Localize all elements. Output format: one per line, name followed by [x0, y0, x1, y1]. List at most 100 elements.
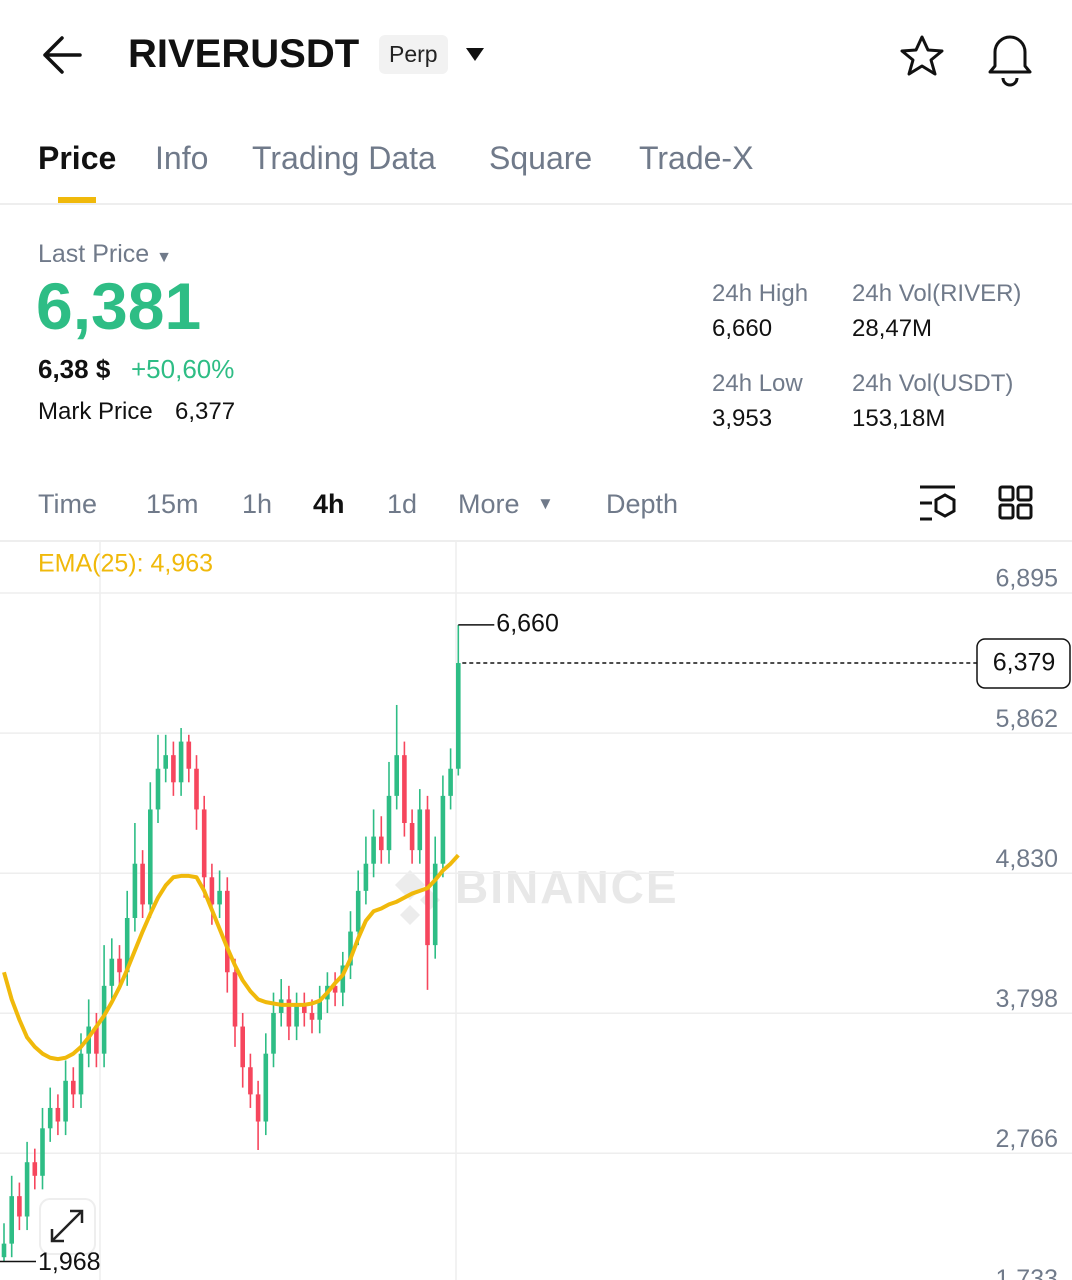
candle-body: [240, 1026, 245, 1068]
candle-body: [448, 768, 453, 796]
indicator-button[interactable]: [920, 485, 955, 521]
alert-button[interactable]: [988, 35, 1032, 87]
candle-body: [402, 755, 407, 824]
badge: Perp: [379, 35, 448, 74]
max-label: 6,660: [496, 610, 559, 638]
candle-body: [432, 863, 438, 946]
y-tick-label: 4,830: [995, 845, 1058, 873]
candle-body: [440, 795, 446, 864]
interval[interactable]: More: [458, 489, 520, 519]
layout-icon: [1016, 503, 1033, 520]
tab[interactable]: Trade-X: [639, 140, 754, 176]
tab[interactable]: Info: [155, 140, 209, 176]
caret: ▼: [537, 494, 554, 513]
candle-body: [232, 972, 238, 1027]
candle-body: [194, 768, 199, 810]
candle-body: [371, 836, 376, 864]
candle-body: [101, 985, 107, 1054]
candle-body: [24, 1162, 30, 1217]
candle-body: [1, 1243, 7, 1258]
interval[interactable]: 4h: [313, 489, 345, 519]
symbol: RIVERUSDT: [128, 32, 360, 76]
candle-body: [355, 890, 361, 932]
candle-body: [425, 809, 430, 946]
layout-icon: [998, 503, 1015, 520]
usd-price: 6,38 $: [38, 354, 111, 384]
stat-value: 3,953: [712, 405, 773, 432]
layout-button[interactable]: [998, 485, 1015, 502]
watermark: BINANCE: [395, 861, 679, 925]
candle-body: [155, 768, 161, 810]
candle-body: [225, 890, 230, 973]
stat-label: 24h High: [712, 280, 809, 307]
candle-body: [32, 1162, 38, 1176]
candle-body: [379, 836, 384, 851]
tab[interactable]: Trading Data: [252, 140, 436, 176]
candle-body: [186, 741, 192, 769]
interval[interactable]: Time: [38, 489, 97, 519]
ema-line: [2, 853, 460, 1062]
mark-price-label: Mark Price: [38, 398, 153, 425]
tab[interactable]: Price: [38, 140, 117, 176]
watermark-logo: [395, 870, 440, 925]
candle-body: [294, 1006, 299, 1027]
stat-label: 24h Low: [712, 370, 803, 397]
candle-body: [171, 755, 176, 783]
candle-body: [340, 965, 346, 993]
candle-body: [348, 931, 353, 966]
indicator-icon: [934, 493, 956, 518]
favorite-button[interactable]: [900, 35, 944, 76]
candle-body: [248, 1067, 253, 1095]
interval[interactable]: 1h: [242, 489, 273, 519]
last-price: 6,381: [36, 269, 202, 343]
candle-body: [201, 809, 207, 878]
stat-label: 24h Vol(USDT): [852, 370, 1014, 397]
candle-body: [78, 1053, 84, 1095]
candle-body: [63, 1080, 68, 1122]
candle-body: [71, 1080, 76, 1095]
candle-body: [417, 809, 423, 851]
candle-body: [124, 917, 130, 973]
tab[interactable]: Square: [489, 140, 593, 176]
stat-label: 24h Vol(RIVER): [852, 280, 1022, 307]
candle-body: [140, 863, 145, 905]
price-box: [976, 638, 1071, 689]
candle-body: [9, 1196, 14, 1244]
back-button[interactable]: [43, 36, 82, 74]
candle-body: [263, 1053, 269, 1122]
toolbar-icons: [920, 485, 1033, 521]
candle-body: [332, 985, 338, 993]
candle-body: [271, 1012, 276, 1054]
candle-body: [109, 958, 115, 986]
stat-value: 6,660: [712, 315, 773, 342]
expand-icon: [50, 1209, 84, 1243]
y-tick-label: 3,798: [995, 985, 1058, 1013]
candle-body: [117, 958, 122, 973]
ema-label: EMA(25): 4,963: [38, 550, 213, 578]
candle-body: [94, 1026, 99, 1054]
watermark-text: BINANCE: [455, 861, 679, 913]
candle-body: [317, 999, 322, 1020]
tab-indicator: [58, 197, 96, 203]
interval[interactable]: Depth: [606, 489, 679, 519]
candle-body: [309, 1012, 315, 1020]
candle-body: [302, 1006, 307, 1013]
layout-icon: [1016, 485, 1033, 502]
candle-body: [409, 823, 415, 851]
candle-body: [178, 741, 184, 783]
candle-body: [456, 663, 461, 769]
y-tick-label: 5,862: [995, 705, 1058, 733]
stat-value: 28,47M: [852, 315, 933, 342]
price-line-label: 6,379: [993, 649, 1056, 677]
interval[interactable]: 1d: [387, 489, 418, 519]
interval[interactable]: 15m: [146, 489, 199, 519]
candle-body: [286, 999, 292, 1027]
candle-body: [363, 863, 369, 891]
candle-body: [132, 863, 138, 918]
candle-body: [55, 1107, 61, 1122]
candle-body: [209, 877, 215, 905]
y-tick-label: 6,895: [995, 565, 1058, 593]
dropdown-icon[interactable]: [466, 48, 484, 61]
